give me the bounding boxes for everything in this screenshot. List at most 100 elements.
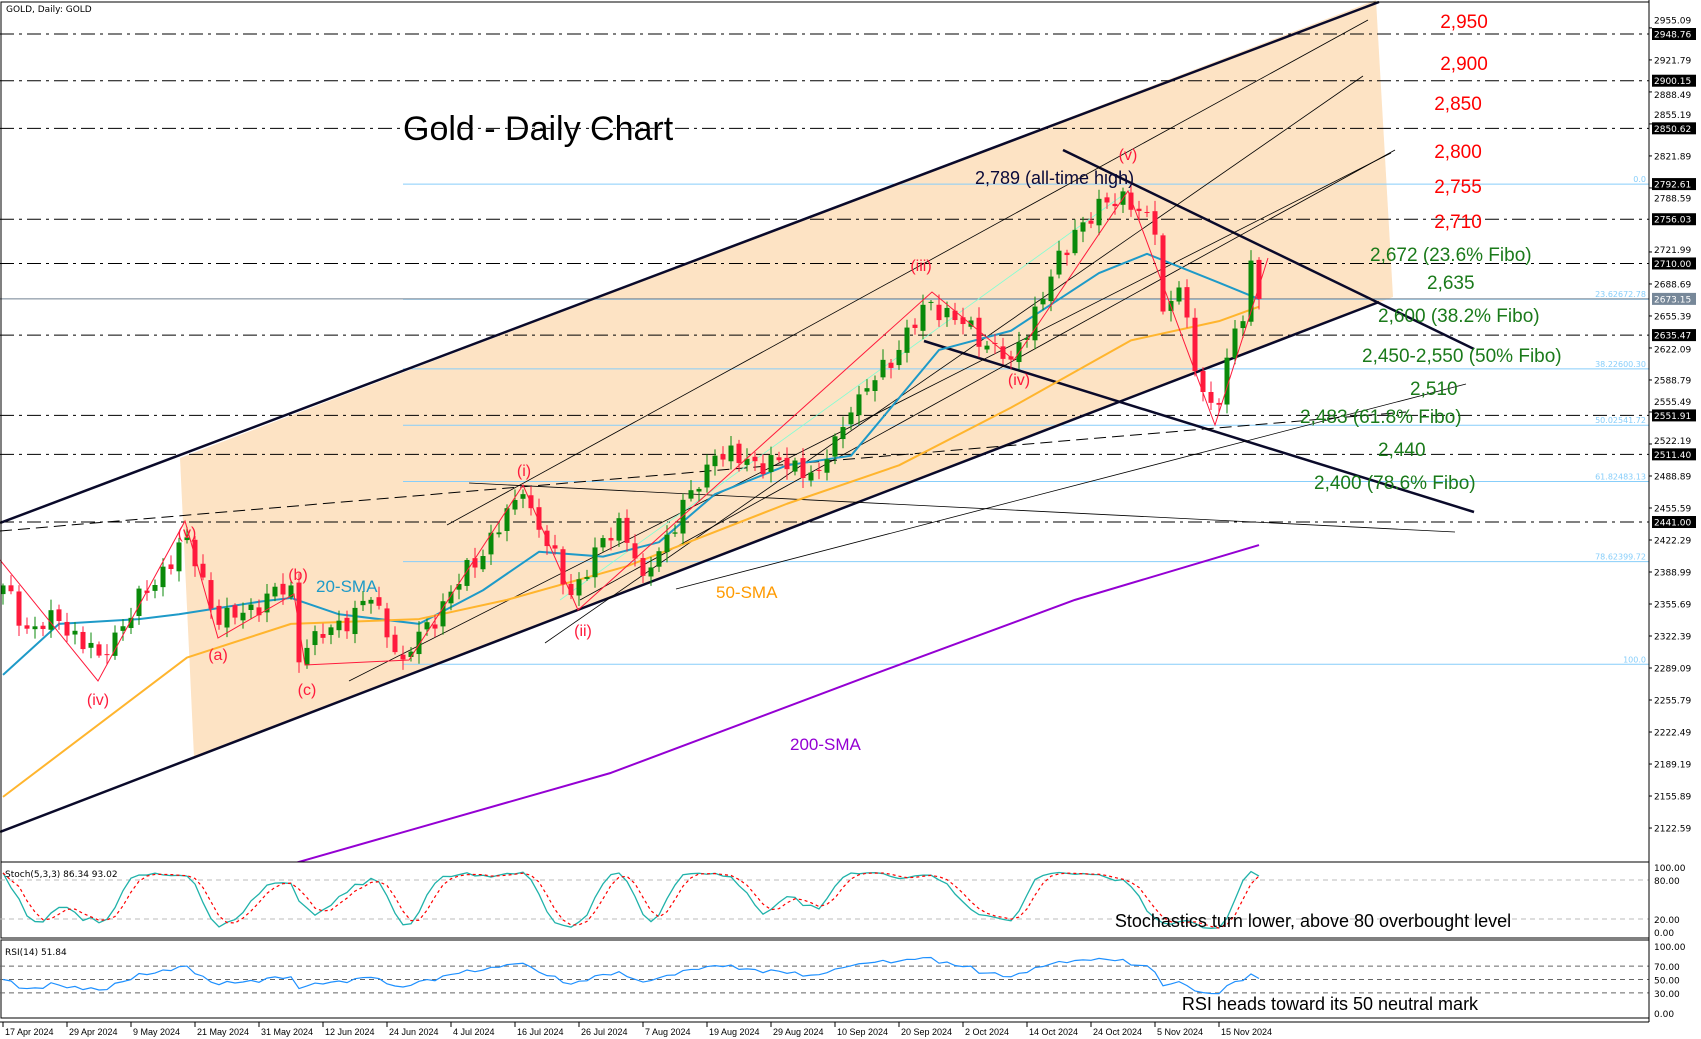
candle-body xyxy=(440,601,446,627)
candle-body xyxy=(968,320,974,327)
candle-body xyxy=(320,633,326,638)
date-tick-label: 29 Apr 2024 xyxy=(69,1027,118,1037)
wave-label: (v) xyxy=(178,525,197,542)
candle-body xyxy=(800,458,806,479)
candle-body xyxy=(880,359,886,378)
candle-body xyxy=(424,622,430,630)
current-price-box xyxy=(1652,292,1696,305)
date-tick-label: 24 Jun 2024 xyxy=(389,1027,439,1037)
price-box xyxy=(1652,409,1696,422)
candle-body xyxy=(600,538,606,548)
candle-body xyxy=(784,457,790,470)
fibo-label: 0.0 xyxy=(1633,175,1646,184)
date-tick-label: 20 Sep 2024 xyxy=(901,1027,952,1037)
all-time-high-label: 2,789 (all-time high) xyxy=(975,168,1134,188)
candle-body xyxy=(200,563,206,578)
annotations: Gold - Daily Chart 2,789 (all-time high) 2… xyxy=(6,5,1562,754)
candle-body xyxy=(1064,252,1070,256)
candle-body xyxy=(1184,287,1190,318)
candle-body xyxy=(1080,222,1086,232)
candle-body xyxy=(472,558,478,568)
candle-body xyxy=(856,394,862,416)
level-label-red: 2,710 xyxy=(1434,212,1482,233)
axis-tick-label: 2222.49 xyxy=(1654,729,1691,739)
date-tick-label: 4 Jul 2024 xyxy=(453,1027,495,1037)
candle-body xyxy=(392,634,398,653)
candle-body xyxy=(512,500,518,510)
candle-body xyxy=(560,549,566,585)
candle-body xyxy=(816,469,822,471)
stoch-tick-label: 20.00 xyxy=(1654,916,1680,926)
candle-body xyxy=(848,412,854,425)
candle-body xyxy=(1224,357,1230,405)
date-tick-label: 29 Aug 2024 xyxy=(773,1027,824,1037)
rsi-tick-label: 0.00 xyxy=(1654,1010,1674,1020)
candle-body xyxy=(352,607,358,635)
axis-tick-label: 2488.89 xyxy=(1654,472,1691,482)
date-tick-label: 12 Jun 2024 xyxy=(325,1027,375,1037)
candle-body xyxy=(280,583,286,595)
candle-body xyxy=(368,599,374,604)
axis-tick-label: 2588.79 xyxy=(1654,376,1691,386)
candle-body xyxy=(1072,229,1078,254)
price-box xyxy=(1652,448,1696,461)
candle-body xyxy=(832,436,838,457)
stoch-tick-label: 80.00 xyxy=(1654,877,1680,887)
wave-label: (iii) xyxy=(910,258,931,275)
candle-body xyxy=(0,585,6,595)
candle-body xyxy=(16,591,22,626)
candle-body xyxy=(840,427,846,440)
wave-label: (c) xyxy=(298,682,317,699)
candle-body xyxy=(256,607,262,616)
candle-body xyxy=(1216,402,1222,405)
date-tick-label: 21 May 2024 xyxy=(197,1027,249,1037)
fibo-label: 38.22600.30 xyxy=(1595,360,1646,369)
candle-body xyxy=(1152,211,1158,235)
candle-body xyxy=(576,579,582,596)
candle-body xyxy=(1192,317,1198,372)
stoch-tick-label: 100.00 xyxy=(1654,864,1686,874)
trend-line xyxy=(446,19,1369,526)
date-tick-label: 17 Apr 2024 xyxy=(5,1027,54,1037)
candle-body xyxy=(224,607,230,628)
level-label-green: 2,483 (61.8% Fibo) xyxy=(1300,407,1462,428)
candle-body xyxy=(64,621,70,636)
indicator-panes: 100.00 80.00 20.00 0.00 100.00 70.00 50.00 30.0… xyxy=(0,0,1686,1022)
rsi-tick-label: 100.00 xyxy=(1654,943,1686,953)
candle-body xyxy=(384,608,390,638)
axis-tick-label: 2289.09 xyxy=(1654,665,1691,675)
candle-body xyxy=(1000,346,1006,359)
price-box-label: 2441.00 xyxy=(1654,519,1691,529)
candle-body xyxy=(80,631,86,650)
candle-body xyxy=(568,583,574,596)
candle-body xyxy=(616,518,622,541)
stoch-d-line xyxy=(2,872,1260,929)
candle-body xyxy=(496,532,502,535)
price-box-label: 2551.91 xyxy=(1654,412,1691,422)
channel-line xyxy=(923,339,1475,514)
trend-line xyxy=(348,152,1392,682)
level-label-green: 2,635 xyxy=(1427,273,1475,294)
candle-body xyxy=(152,585,158,591)
candle-body xyxy=(696,488,702,492)
candle-body xyxy=(1256,259,1262,300)
fibo-label: 23.62672.78 xyxy=(1595,290,1646,299)
candle-body xyxy=(272,586,278,597)
candle-body xyxy=(808,472,814,481)
candle-body xyxy=(288,585,294,598)
candle-body xyxy=(96,644,102,656)
candle-body xyxy=(728,445,734,462)
fibo-label: 78.62399.72 xyxy=(1595,553,1646,562)
level-label-green: 2,400 (78.6% Fibo) xyxy=(1314,473,1476,494)
candle-body xyxy=(1032,306,1038,341)
axis-tick-label: 2855.19 xyxy=(1654,111,1691,121)
rsi-line xyxy=(2,956,1260,995)
axis-tick-label: 2189.19 xyxy=(1654,761,1691,771)
axis-tick-label: 2322.39 xyxy=(1654,633,1691,643)
candle-body xyxy=(1024,338,1030,340)
candle-body xyxy=(1232,328,1238,359)
wave-zigzag xyxy=(0,189,1269,682)
median-line xyxy=(559,189,1131,601)
rsi-note: RSI heads toward its 50 neutral mark xyxy=(1182,994,1479,1014)
